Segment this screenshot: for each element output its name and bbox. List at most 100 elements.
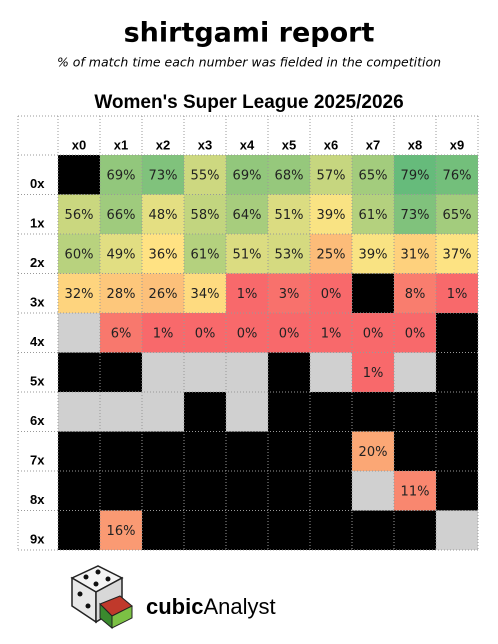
report-subtitle: % of match time each number was fielded … <box>57 55 441 70</box>
cell-value: 68% <box>275 168 304 183</box>
cell <box>436 194 478 234</box>
cell <box>142 510 184 550</box>
cell <box>394 155 436 195</box>
cell-value: 31% <box>401 247 430 262</box>
cell-value: 28% <box>107 287 136 302</box>
column-label: x7 <box>366 137 380 152</box>
cell-value: 56% <box>65 208 94 223</box>
cell-value: 61% <box>191 247 220 262</box>
cell <box>394 273 436 313</box>
cell-value: 48% <box>149 208 178 223</box>
cell <box>142 313 184 353</box>
cell <box>436 471 478 511</box>
cell-value: 1% <box>447 287 468 302</box>
cell <box>184 352 226 392</box>
cell <box>100 510 142 550</box>
cell <box>352 510 394 550</box>
cell <box>394 471 436 511</box>
cell <box>226 471 268 511</box>
cell <box>226 194 268 234</box>
cell <box>142 155 184 195</box>
cell <box>184 510 226 550</box>
cell-value: 49% <box>107 247 136 262</box>
cell-value: 58% <box>191 208 220 223</box>
brand-bold: cubic <box>146 594 203 619</box>
column-label: x0 <box>72 137 86 152</box>
cell <box>100 352 142 392</box>
cell <box>394 392 436 432</box>
cell <box>268 234 310 274</box>
cell <box>352 313 394 353</box>
table-title: Women's Super League 2025/2026 <box>94 92 403 113</box>
cell <box>100 392 142 432</box>
cell <box>226 352 268 392</box>
cell <box>310 431 352 471</box>
cell-value: 66% <box>107 208 136 223</box>
cell <box>100 471 142 511</box>
cell-value: 26% <box>149 287 178 302</box>
cell <box>184 273 226 313</box>
cell <box>226 392 268 432</box>
cell <box>226 234 268 274</box>
column-label: x4 <box>240 137 255 152</box>
cell-value: 1% <box>321 326 342 341</box>
row-label: 6x <box>30 413 45 428</box>
cell <box>352 194 394 234</box>
cell <box>310 392 352 432</box>
row-label: 9x <box>30 531 45 546</box>
cell <box>142 234 184 274</box>
cell <box>100 155 142 195</box>
row-label: 5x <box>30 373 45 388</box>
cell <box>184 471 226 511</box>
row-label: 4x <box>30 334 45 349</box>
cell <box>142 392 184 432</box>
cell-value: 32% <box>65 287 94 302</box>
cell-value: 0% <box>405 326 426 341</box>
column-label: x1 <box>114 137 128 152</box>
cell-value: 79% <box>401 168 430 183</box>
cell-value: 76% <box>443 168 472 183</box>
cell-value: 51% <box>233 247 262 262</box>
brand-name: Analyst <box>203 594 275 619</box>
cell-value: 39% <box>359 247 388 262</box>
cell <box>268 431 310 471</box>
cell <box>436 392 478 432</box>
cell <box>394 194 436 234</box>
cell <box>394 234 436 274</box>
cell <box>184 234 226 274</box>
cell <box>310 194 352 234</box>
cell <box>58 234 100 274</box>
cell-value: 36% <box>149 247 178 262</box>
cell <box>268 194 310 234</box>
cell <box>58 273 100 313</box>
cell <box>268 155 310 195</box>
cell-value: 20% <box>359 445 388 460</box>
cell <box>184 431 226 471</box>
cell-value: 1% <box>237 287 258 302</box>
row-label: 0x <box>30 176 45 191</box>
cell <box>268 392 310 432</box>
cell-value: 0% <box>195 326 216 341</box>
brand: cubicAnalyst <box>146 594 276 619</box>
cell <box>352 155 394 195</box>
cell <box>394 313 436 353</box>
cell <box>268 510 310 550</box>
cell <box>436 510 478 550</box>
cell <box>58 194 100 234</box>
cell <box>436 155 478 195</box>
heatmap-table: 69% 73% 55% 69% 68% 57% 65% 79% 76% 0x 56% 66% 48% 58… <box>17 115 479 551</box>
cell <box>226 155 268 195</box>
cell <box>142 431 184 471</box>
column-label: x8 <box>408 137 422 152</box>
cell <box>184 313 226 353</box>
cell-value: 64% <box>233 208 262 223</box>
cell <box>310 352 352 392</box>
cell-value: 51% <box>275 208 304 223</box>
cell <box>436 273 478 313</box>
row-label: 8x <box>30 492 45 507</box>
cell-value: 6% <box>111 326 132 341</box>
cell <box>58 471 100 511</box>
cell-value: 37% <box>443 247 472 262</box>
